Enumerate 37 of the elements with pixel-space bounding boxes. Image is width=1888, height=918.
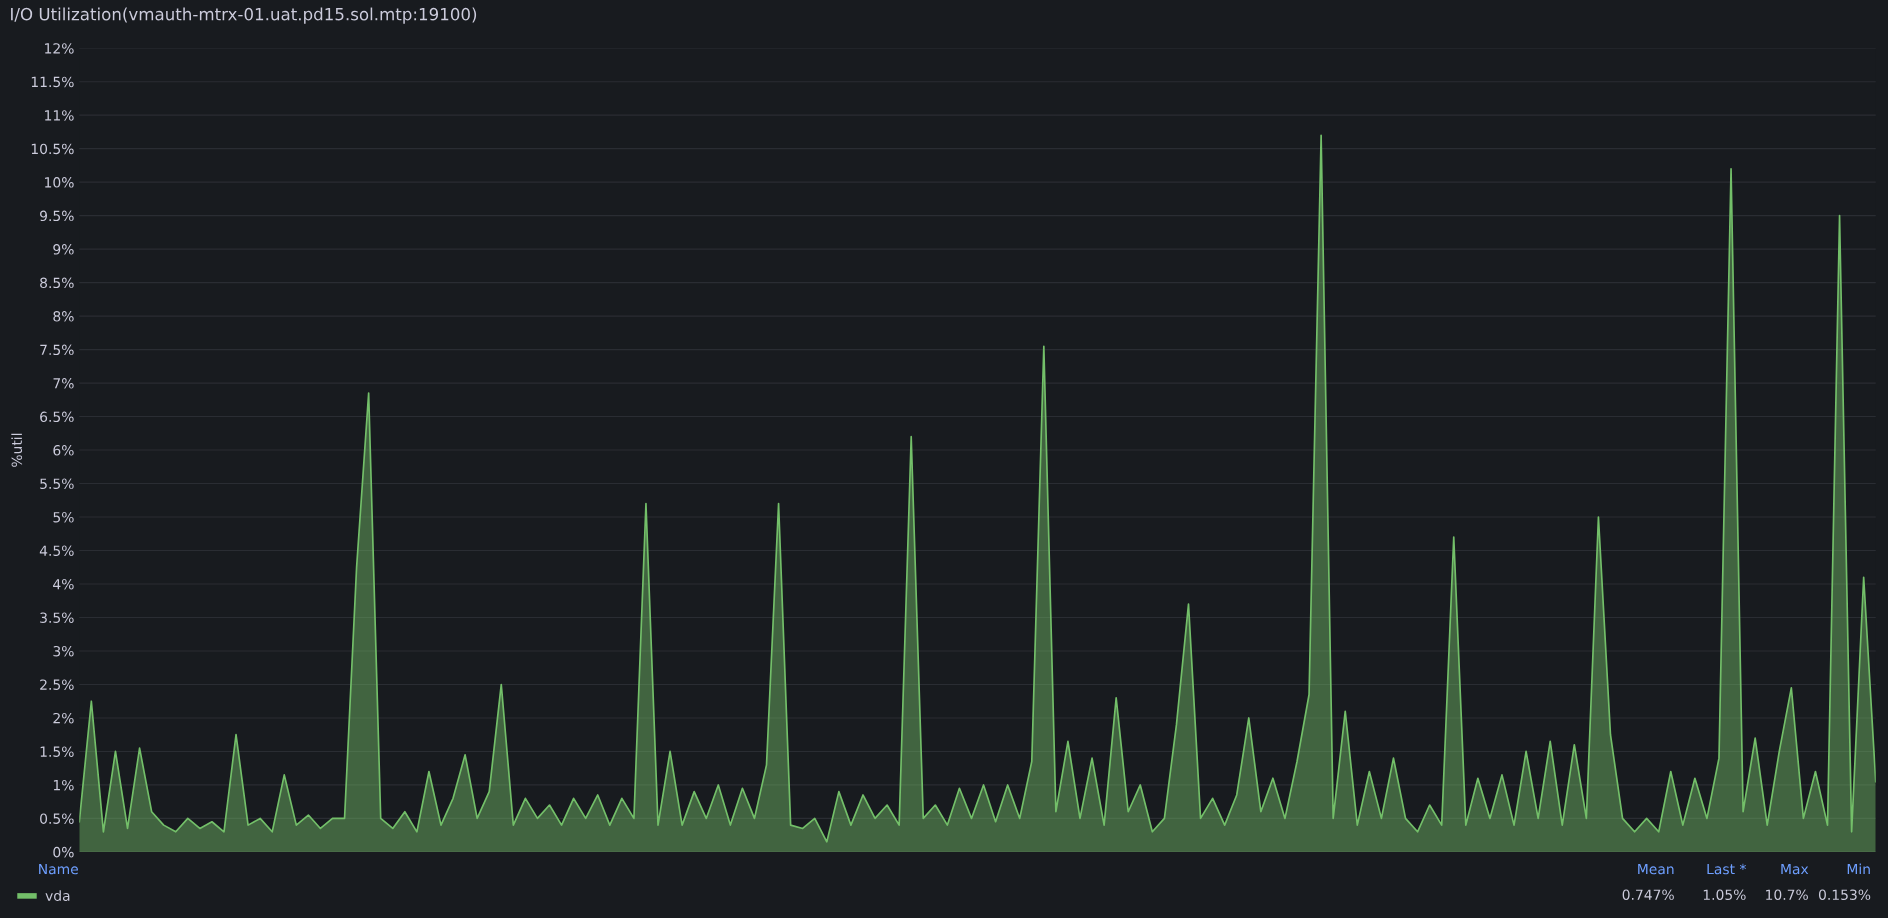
y-tick-label: 2.5% <box>40 679 74 690</box>
text: 0.747% <box>1622 889 1674 900</box>
y-tick-label: 10.5% <box>31 143 74 155</box>
y-tick-label: 9% <box>53 244 74 255</box>
y-tick-label: 6.5% <box>40 411 74 423</box>
text: Max <box>1781 863 1809 875</box>
text: Mean <box>1638 863 1674 875</box>
y-tick-label: 11.5% <box>31 76 74 88</box>
text: 10.7% <box>1766 889 1808 900</box>
y-tick-label: 6% <box>53 445 74 456</box>
y-tick-label: 3.5% <box>40 612 74 623</box>
y-tick-label: 5.5% <box>40 478 74 490</box>
y-tick-label: 2% <box>53 712 74 724</box>
y-tick-label: 10% <box>45 177 74 188</box>
text: 0.153% <box>1818 889 1871 900</box>
y-tick-label: 9.5% <box>40 210 74 222</box>
y-tick-label: 0.5% <box>40 813 74 824</box>
y-tick-label: 11% <box>45 110 74 121</box>
y-tick-label: 7.5% <box>40 344 74 356</box>
text: 1.05% <box>1703 889 1746 900</box>
text: Name <box>39 863 78 875</box>
y-tick-label: 7% <box>53 378 74 389</box>
y-tick-label: 5% <box>53 511 74 523</box>
y-tick-label: 3% <box>53 645 74 657</box>
y-tick-label: 8.5% <box>40 277 74 289</box>
y-tick-label: 1.5% <box>40 746 74 757</box>
y-axis-title: %util <box>11 433 23 467</box>
chart-title: I/O Utilization(vmauth-mtrx-01.uat.pd15.sol.mtp:19100) <box>11 7 477 24</box>
y-tick-label: 12% <box>45 43 74 54</box>
y-tick-label: 4.5% <box>39 545 74 556</box>
y-tick-label: 0% <box>53 846 74 858</box>
text: Min <box>1847 863 1870 875</box>
text: Last * <box>1707 863 1746 875</box>
y-tick-label: 1% <box>53 779 74 791</box>
y-tick-label: 4% <box>53 578 74 590</box>
legend-label: vda <box>45 890 70 901</box>
y-tick-label: 8% <box>53 311 74 322</box>
